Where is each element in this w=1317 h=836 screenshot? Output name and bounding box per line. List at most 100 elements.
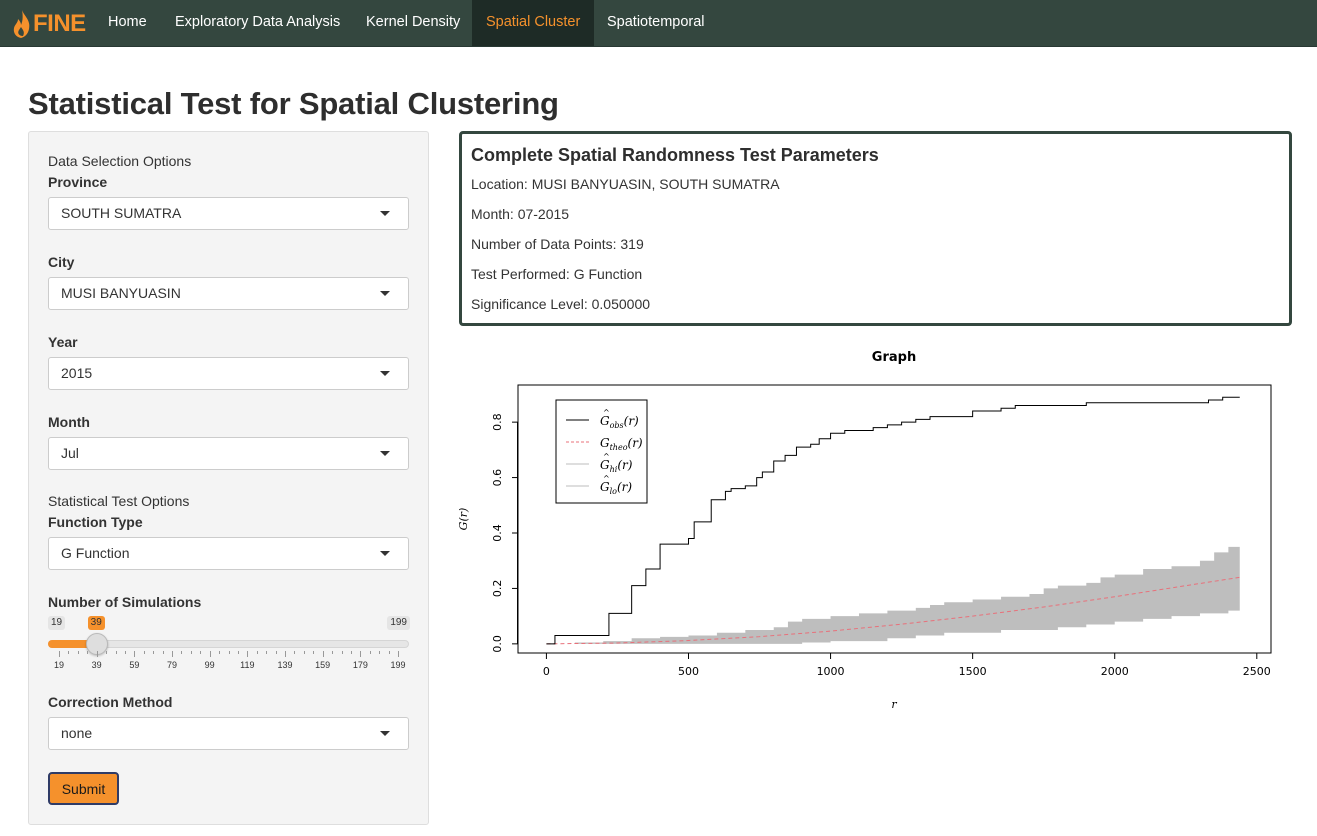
slider-tick-label: 179 bbox=[352, 660, 368, 670]
top-navbar: FINE Home Exploratory Data Analysis Kern… bbox=[0, 0, 1317, 47]
params-test: Test Performed: G Function bbox=[471, 266, 643, 282]
slider-minor-tick bbox=[237, 651, 239, 654]
x-axis-label: r bbox=[891, 698, 897, 711]
x-tick-label: 500 bbox=[678, 665, 699, 678]
x-tick-label: 0 bbox=[543, 665, 550, 678]
slider-major-tick bbox=[172, 651, 173, 657]
simulations-label: Number of Simulations bbox=[48, 594, 202, 610]
slider-minor-tick bbox=[228, 651, 230, 654]
slider-minor-tick bbox=[77, 651, 79, 654]
test-parameters-panel: Complete Spatial Randomness Test Paramet… bbox=[459, 131, 1292, 326]
slider-minor-tick bbox=[87, 651, 89, 654]
y-axis-label: G(r) bbox=[459, 508, 470, 531]
y-tick-label: 0.8 bbox=[491, 413, 504, 431]
legend-entry-label: Gtheo(r) bbox=[600, 436, 643, 452]
chart-title: Graph bbox=[872, 350, 916, 365]
slider-minor-tick bbox=[388, 651, 390, 654]
slider-minor-tick bbox=[332, 651, 334, 654]
slider-minor-tick bbox=[294, 651, 296, 654]
slider-major-tick bbox=[59, 651, 60, 657]
x-tick-label: 2000 bbox=[1101, 665, 1129, 678]
slider-min-label: 19 bbox=[48, 616, 66, 630]
slider-minor-tick bbox=[190, 651, 192, 654]
slider-tick-label: 199 bbox=[390, 660, 406, 670]
legend-hat-mark: ^ bbox=[603, 452, 610, 461]
nav-exploratory-data-analysis[interactable]: Exploratory Data Analysis bbox=[175, 14, 341, 30]
x-tick-label: 1000 bbox=[817, 665, 845, 678]
legend-entry-label: Glo(r) bbox=[600, 480, 632, 496]
slider-minor-tick bbox=[115, 651, 117, 654]
y-tick-label: 0.6 bbox=[491, 469, 504, 487]
brand-logo[interactable]: FINE bbox=[12, 8, 86, 40]
month-value: Jul bbox=[61, 445, 79, 461]
slider-tick-label: 119 bbox=[240, 660, 255, 670]
function-type-label: Function Type bbox=[48, 514, 143, 530]
submit-button[interactable]: Submit bbox=[48, 772, 119, 805]
chevron-down-icon bbox=[380, 551, 390, 556]
slider-minor-tick bbox=[124, 651, 126, 654]
data-selection-heading: Data Selection Options bbox=[48, 153, 192, 169]
slider-minor-tick bbox=[143, 651, 145, 654]
city-select[interactable]: MUSI BANYUASIN bbox=[48, 277, 409, 310]
nav-kernel-density[interactable]: Kernel Density bbox=[366, 14, 461, 30]
slider-tick-label: 79 bbox=[166, 660, 178, 670]
nav-spatial-cluster[interactable]: Spatial Cluster bbox=[472, 0, 595, 46]
slider-major-tick bbox=[247, 651, 249, 657]
city-value: MUSI BANYUASIN bbox=[61, 285, 181, 301]
slider-max-label: 199 bbox=[387, 616, 410, 630]
slider-minor-tick bbox=[162, 651, 164, 654]
nav-home[interactable]: Home bbox=[108, 14, 147, 30]
chart-svg: Graph 0 500 1000 1500 2000 2500 r 0.0 0.2 0.4 0.6 0.… bbox=[457, 350, 1272, 711]
params-significance: Significance Level: 0.050000 bbox=[471, 296, 651, 312]
slider-tick-label: 139 bbox=[277, 660, 293, 670]
params-location: Location: MUSI BANYUASIN, SOUTH SUMATRA bbox=[471, 176, 780, 192]
slider-minor-tick bbox=[200, 651, 202, 654]
nav-spatiotemporal[interactable]: Spatiotemporal bbox=[607, 14, 705, 30]
slider-tick-label: 99 bbox=[204, 660, 215, 670]
slider-minor-tick bbox=[379, 651, 381, 654]
slider-major-tick bbox=[285, 651, 286, 657]
year-label: Year bbox=[48, 334, 78, 350]
simulations-slider[interactable]: 19 199 39 19 39 59 79 99 119 139 159 179 199 bbox=[48, 614, 410, 674]
slider-minor-tick bbox=[369, 651, 371, 654]
correction-label: Correction Method bbox=[48, 694, 173, 710]
province-select[interactable]: SOUTH SUMATRA bbox=[48, 197, 409, 230]
slider-tick-label: 59 bbox=[129, 660, 140, 670]
params-title: Complete Spatial Randomness Test Paramet… bbox=[471, 145, 879, 165]
correction-select[interactable]: none bbox=[48, 717, 409, 750]
obs-series-line bbox=[546, 396, 1240, 645]
chevron-down-icon bbox=[380, 731, 390, 736]
slider-minor-tick bbox=[153, 651, 155, 654]
slider-tick-label: 39 bbox=[91, 660, 102, 670]
x-tick-label: 1500 bbox=[959, 665, 987, 678]
slider-fill bbox=[48, 640, 97, 648]
slider-tick-label: 19 bbox=[53, 660, 65, 670]
slider-minor-tick bbox=[266, 651, 268, 654]
y-tick-label: 0.2 bbox=[491, 580, 504, 598]
test-options-heading: Statistical Test Options bbox=[48, 493, 190, 509]
envelope-band bbox=[546, 546, 1240, 644]
year-select[interactable]: 2015 bbox=[48, 357, 409, 390]
month-select[interactable]: Jul bbox=[48, 437, 409, 470]
province-value: SOUTH SUMATRA bbox=[61, 205, 182, 221]
year-value: 2015 bbox=[61, 365, 93, 381]
params-month: Month: 07-2015 bbox=[471, 206, 570, 222]
slider-major-tick bbox=[96, 651, 98, 657]
flame-icon bbox=[13, 10, 30, 38]
slider-major-tick bbox=[360, 651, 362, 657]
month-label: Month bbox=[48, 414, 90, 430]
legend-hat-mark: ^ bbox=[603, 408, 610, 417]
slider-tick-label: 159 bbox=[315, 660, 331, 670]
function-type-value: G Function bbox=[61, 545, 130, 561]
legend-hat-mark: ^ bbox=[603, 474, 610, 483]
slider-major-tick bbox=[209, 651, 211, 657]
slider-major-tick bbox=[134, 651, 136, 657]
function-type-select[interactable]: G Function bbox=[48, 537, 409, 570]
city-label: City bbox=[48, 254, 75, 270]
correction-value: none bbox=[61, 725, 93, 741]
slider-minor-tick bbox=[303, 651, 305, 654]
slider-ticks: 19 39 59 79 99 119 139 159 179 199 bbox=[48, 651, 409, 673]
slider-minor-tick bbox=[350, 651, 352, 654]
chevron-down-icon bbox=[380, 451, 390, 456]
legend-entry-label: Gobs(r) bbox=[600, 414, 639, 430]
